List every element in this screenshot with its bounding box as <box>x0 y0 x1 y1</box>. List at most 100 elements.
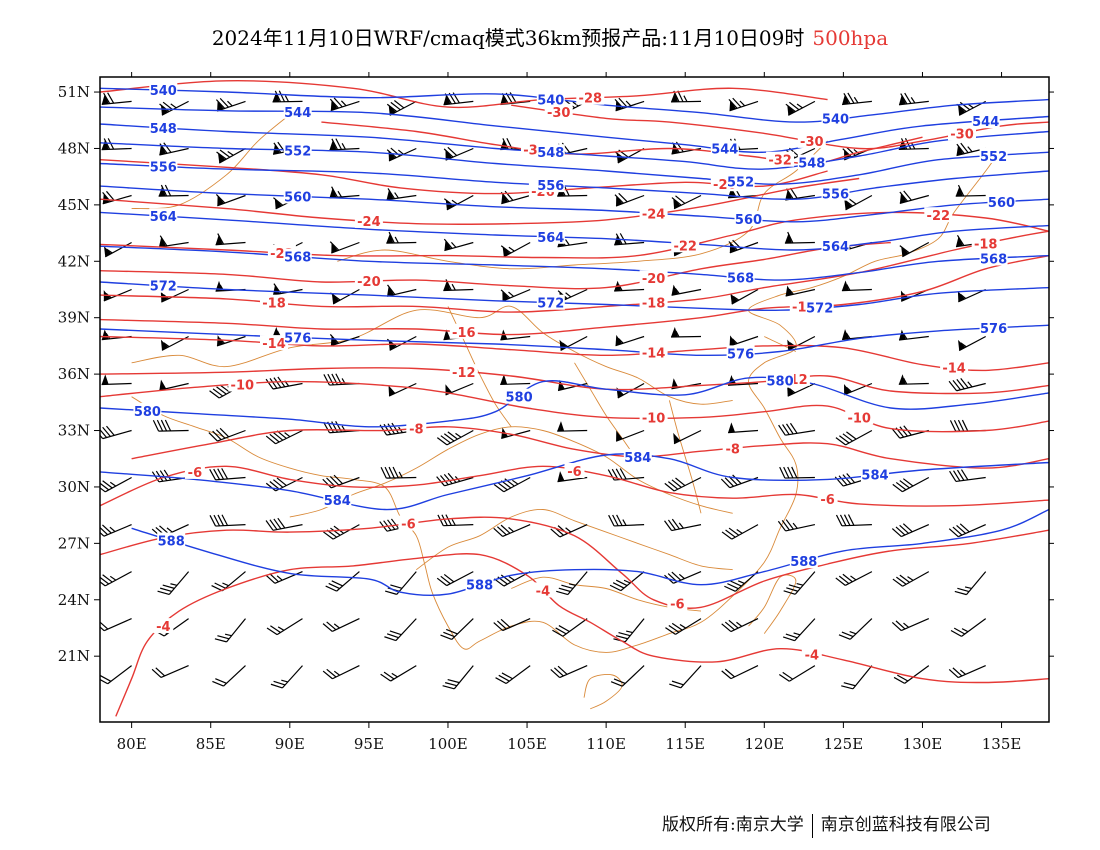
contour-label: 568 <box>727 271 754 286</box>
contour-label: -6 <box>567 465 581 480</box>
height-contour <box>100 142 1049 185</box>
wind-barb-icon <box>557 471 588 483</box>
contour-label: 560 <box>735 213 762 228</box>
wind-barb-icon <box>728 97 759 112</box>
contour-label: 564 <box>537 231 564 246</box>
title-main: 2024年11月10日WRF/cmaq模式36km预报产品:11月10日09时 <box>211 26 805 50</box>
wind-barb-icon <box>265 571 303 584</box>
wind-barb-icon <box>436 429 474 446</box>
boundary-line <box>574 362 639 461</box>
contour-label: -4 <box>536 584 550 599</box>
wind-barb-icon <box>958 335 986 352</box>
height-contour <box>100 211 1049 251</box>
wind-barb-icon <box>550 665 588 679</box>
contour-label: 580 <box>767 375 794 390</box>
temperature-contour <box>100 177 860 225</box>
contour-label: -6 <box>670 598 684 613</box>
wind-barb-icon <box>608 514 645 527</box>
wind-barb-icon <box>670 326 702 338</box>
wind-barb-icon <box>777 519 816 532</box>
wind-barb-icon <box>610 665 645 687</box>
lon-tick-label: 100E <box>428 735 468 753</box>
contour-label: 552 <box>980 150 1007 165</box>
temperature-contour <box>131 426 1049 469</box>
contour-label: 556 <box>150 160 177 175</box>
contour-label: -6 <box>188 466 202 481</box>
contour-label: -10 <box>231 379 255 394</box>
contour-label: -6 <box>820 493 834 508</box>
wind-barb-icon <box>436 472 474 487</box>
wind-barb-icon <box>730 288 759 305</box>
lon-tick-label: 80E <box>117 735 147 753</box>
wind-barb-icon <box>841 280 872 292</box>
height-contour <box>100 376 1049 428</box>
wind-barb-icon <box>721 618 759 633</box>
temperature-contour <box>100 80 828 109</box>
wind-barb-icon <box>671 194 702 210</box>
temperature-contour <box>100 254 1049 336</box>
wind-barb-icon <box>898 374 929 385</box>
wind-barb-icon <box>785 100 816 116</box>
wind-barb-icon <box>898 329 929 341</box>
lon-tick-label: 105E <box>507 735 547 753</box>
temperature-contour <box>100 465 1049 507</box>
boundary-line <box>131 305 733 405</box>
wind-barb-icon <box>272 90 303 103</box>
height-contour <box>100 106 1049 153</box>
height-contour <box>100 123 1049 170</box>
contour-label: -20 <box>642 272 666 287</box>
wind-barb-icon <box>211 571 246 592</box>
contour-label: 540 <box>822 112 849 127</box>
wind-barb-icon <box>609 571 645 592</box>
contour-label: -22 <box>927 209 951 224</box>
lon-tick-label: 125E <box>824 735 864 753</box>
contour-label: 572 <box>150 280 177 295</box>
contour-label: 548 <box>150 122 177 137</box>
lat-tick-label: 45N <box>58 196 90 214</box>
wind-barb-icon <box>386 284 417 297</box>
wind-barb-icon <box>891 523 930 538</box>
wind-barb-icon <box>322 618 360 632</box>
wind-barb-icon <box>948 378 986 392</box>
temperature-contour <box>100 516 1049 609</box>
contour-label: -8 <box>409 423 423 438</box>
wind-barb-icon <box>437 514 474 527</box>
wind-barb-icon <box>787 382 816 397</box>
lat-tick-label: 30N <box>58 478 90 496</box>
wind-barb-icon <box>614 192 645 207</box>
contour-label: 564 <box>150 210 177 225</box>
wind-barb-icon <box>216 147 246 164</box>
contour-label: -30 <box>950 127 974 142</box>
wind-barb-icon <box>899 190 929 204</box>
wind-barb-icon <box>500 288 531 302</box>
wind-barb-icon <box>671 284 702 296</box>
wind-barb-icon <box>380 665 417 682</box>
wind-barb-icon <box>158 235 189 248</box>
contour-label: -22 <box>673 239 697 254</box>
contour-label: 540 <box>150 84 177 99</box>
contour-label: -10 <box>642 411 666 426</box>
wind-barb-icon <box>152 419 189 432</box>
contour-label: -30 <box>547 106 571 121</box>
wind-barb-icon <box>493 524 531 537</box>
wind-barb-icon <box>493 618 531 632</box>
contour-label: 584 <box>861 469 888 484</box>
lon-tick-label: 120E <box>745 735 785 753</box>
temperature-contour <box>100 380 1049 433</box>
contour-label: -32 <box>768 154 792 169</box>
wind-barb-icon <box>842 92 872 106</box>
wind-barb-icon <box>835 571 873 586</box>
contour-label: 560 <box>284 190 311 205</box>
wind-barb-icon <box>101 92 132 105</box>
wind-barb-icon <box>329 241 360 254</box>
height-contour <box>100 185 1049 223</box>
wind-barb-icon <box>729 335 759 347</box>
contour-label: -14 <box>262 337 286 352</box>
wind-barb-icon <box>615 334 645 347</box>
temperature-contour <box>321 121 923 165</box>
wind-barb-icon <box>436 571 474 587</box>
wind-barb-icon <box>270 665 303 689</box>
boundary-line <box>668 400 702 514</box>
lat-tick-label: 24N <box>58 591 90 609</box>
contour-label: 576 <box>727 347 754 362</box>
